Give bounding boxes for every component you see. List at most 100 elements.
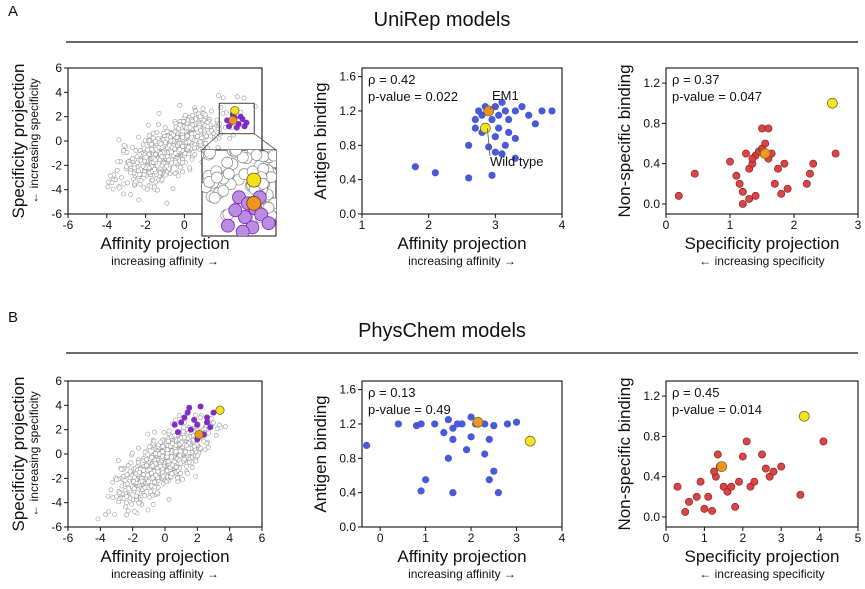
background-point [182,112,188,118]
background-point [119,175,124,181]
y-tick-label: 0 [55,447,62,461]
background-point [206,430,212,436]
background-point [177,452,183,458]
background-point [114,494,119,500]
background-point [173,449,179,454]
background-point [136,445,141,451]
background-point [155,468,161,474]
panel-heading-a: UniRep models [374,9,511,31]
background-point [149,142,154,147]
background-point [126,161,132,167]
y-tick-label: 2 [55,423,62,437]
y-tick-label: 0.8 [339,138,356,152]
background-point [175,475,181,481]
blue-point [465,141,473,149]
red-point [742,437,751,446]
background-point [165,438,171,444]
blue-point [501,107,509,115]
background-point [191,443,197,449]
background-point [145,507,151,513]
purple-point [174,429,181,436]
rho-stat: ρ = 0.42 [368,72,416,87]
background-point [124,494,130,500]
background-point [214,426,220,432]
background-point [163,172,169,178]
red-point [750,477,759,486]
blue-point [440,428,448,437]
y-tick-label: 6 [55,374,62,388]
background-point [164,128,170,134]
y-tick-label: 0.8 [643,429,660,443]
background-point [124,150,130,155]
background-point [223,424,228,429]
x-tick-label: 4 [226,531,233,545]
purple-point [204,419,211,426]
background-point [134,154,140,160]
y-tick-label: 4 [55,85,62,99]
blue-point [490,467,498,475]
background-point [121,181,127,187]
y-tick-label: 0.8 [643,116,660,130]
red-point [742,149,750,158]
background-point [181,425,187,431]
background-point [241,95,247,101]
inset-connector [201,133,220,151]
background-point [125,485,131,491]
background-point [136,500,142,506]
rho-stat: ρ = 0.37 [672,72,720,87]
red-point [700,504,709,513]
background-point [205,444,211,450]
blue-point [411,163,419,171]
blue-point [491,133,499,141]
x-tick-label: -2 [127,531,138,545]
blue-point [444,454,452,462]
yellow-point [479,122,491,134]
points-layer [673,410,828,516]
purple-point [187,426,194,433]
background-point [216,93,221,98]
orange-point [716,461,728,472]
x-tick-label: 1 [422,531,429,545]
background-point [192,145,198,151]
background-point [180,160,185,165]
blue-point [505,115,513,124]
background-point [135,459,141,465]
background-point [220,95,226,101]
inset-background-point [230,150,242,157]
background-point [103,512,108,517]
orange-point [483,105,495,117]
background-point [157,170,163,176]
background-point [152,184,157,190]
background-point [146,165,152,171]
x-axis-sublabel: increasing affinity → [111,567,219,581]
chart-a2: 1 2 3 4 0.0 0.4 0.8 1.2 1.6 Affinity projectionin… [311,67,566,268]
background-point [153,151,159,157]
background-point [224,110,229,116]
background-point [172,170,178,176]
background-point [177,147,183,153]
background-point [201,438,207,444]
background-point [180,169,186,175]
red-point [745,194,754,203]
points-layer [674,97,840,208]
blue-point [481,450,489,458]
background-point [168,149,174,155]
inset-background-point [267,150,276,162]
background-point [149,455,155,460]
background-point [203,133,209,139]
background-point [170,132,176,138]
blue-point [449,489,457,497]
background-point [131,486,137,491]
background-point [185,471,191,476]
blue-point [525,111,533,119]
background-point [155,187,160,193]
background-point [153,139,158,145]
background-point [169,160,174,166]
blue-point [501,141,509,149]
y-tick-label: 2 [55,110,62,124]
blue-point [422,476,430,484]
background-point [169,454,174,460]
inset-background-point [250,150,263,161]
purple-point [178,419,185,426]
